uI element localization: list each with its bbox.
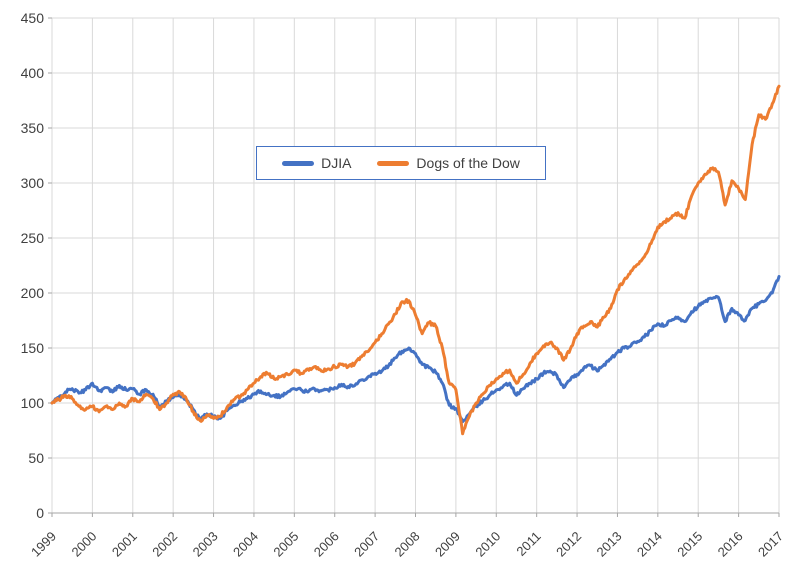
legend-item-dogs: Dogs of the Dow [377,155,520,171]
svg-text:2012: 2012 [553,529,584,560]
svg-text:2015: 2015 [674,529,705,560]
x-axis-labels: 1999 2000 2001 2002 2003 2004 2005 2006 2007 2008… [28,529,786,560]
axes [48,17,780,517]
svg-text:2010: 2010 [472,529,503,560]
svg-text:2002: 2002 [149,529,180,560]
dogs-line-swatch [377,160,410,166]
legend-label-dogs: Dogs of the Dow [416,155,520,171]
svg-text:350: 350 [21,120,45,136]
series-line-djia [50,275,781,424]
svg-text:0: 0 [36,505,44,521]
svg-text:2008: 2008 [392,529,423,560]
svg-text:2005: 2005 [270,529,301,560]
svg-text:2003: 2003 [190,529,221,560]
svg-text:100: 100 [21,395,45,411]
svg-text:1999: 1999 [28,529,59,560]
svg-text:50: 50 [28,450,44,466]
gridlines [51,17,780,513]
svg-text:400: 400 [21,65,45,81]
svg-text:2016: 2016 [715,529,746,560]
svg-text:2000: 2000 [68,529,99,560]
svg-text:250: 250 [21,230,45,246]
svg-text:2004: 2004 [230,529,261,560]
svg-text:2006: 2006 [311,529,342,560]
series-line-dogs-of-the-dow [50,84,781,436]
svg-text:2014: 2014 [634,529,665,560]
djia-line-swatch [282,160,315,166]
svg-text:2011: 2011 [513,529,543,559]
svg-text:2009: 2009 [432,529,463,560]
svg-text:2001: 2001 [109,529,140,560]
svg-text:2013: 2013 [594,529,625,560]
y-axis-labels: 0 50 100 150 200 250 300 350 400 450 [21,10,45,521]
svg-text:450: 450 [21,10,45,26]
chart-legend: DJIA Dogs of the Dow [256,146,546,180]
svg-text:300: 300 [21,175,45,191]
svg-text:2007: 2007 [351,529,382,560]
svg-text:200: 200 [21,285,45,301]
legend-label-djia: DJIA [321,155,352,171]
svg-text:150: 150 [21,340,45,356]
legend-item-djia: DJIA [282,155,351,171]
svg-text:2017: 2017 [755,529,786,560]
